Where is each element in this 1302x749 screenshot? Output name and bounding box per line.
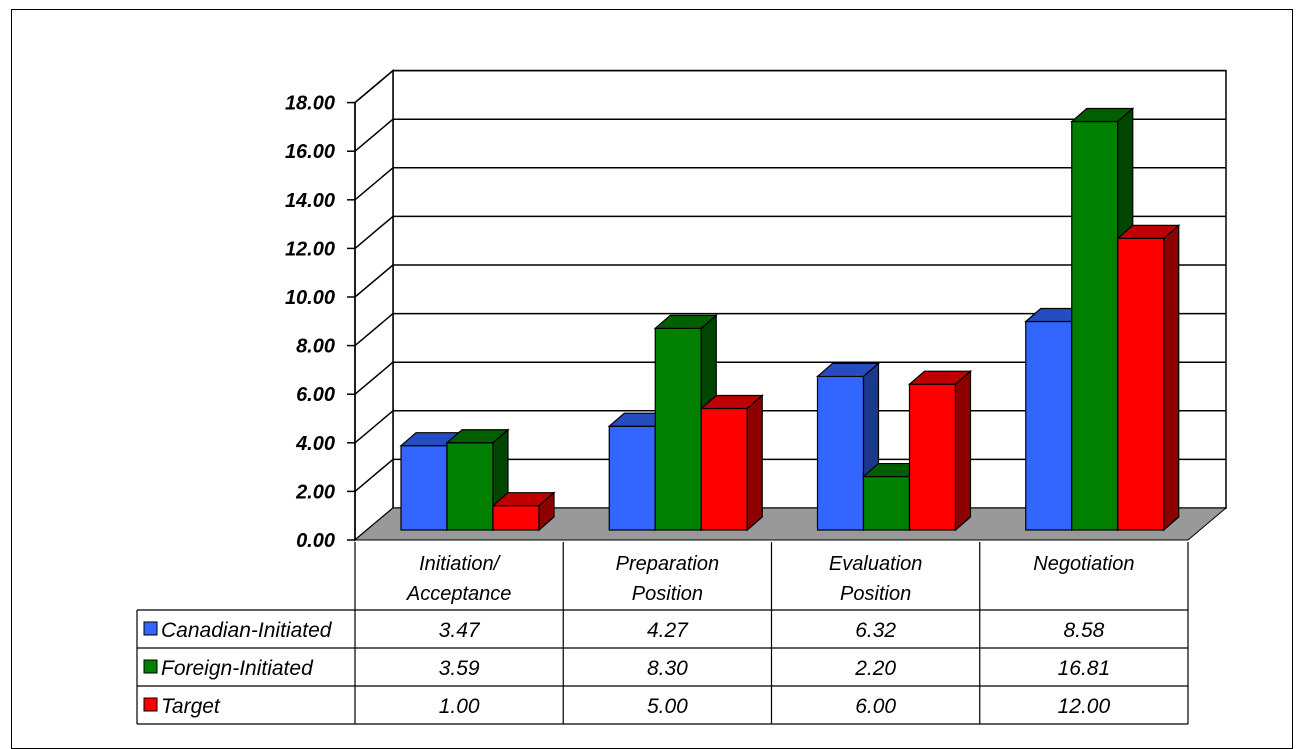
category-label: Position: [840, 583, 911, 605]
category-label: Negotiation: [1033, 553, 1134, 575]
data-label: 6.00: [855, 695, 896, 718]
y-tick-label: 16.00: [285, 141, 335, 163]
y-tick-label: 6.00: [296, 384, 335, 406]
data-label: 16.81: [1058, 657, 1111, 680]
bar-canadian-initiated-2: [816, 375, 865, 531]
gridline-side: [354, 118, 394, 152]
y-tick-label: 8.00: [296, 336, 335, 358]
data-label: 1.00: [439, 695, 480, 718]
gridline-side: [354, 167, 394, 201]
category-label: Acceptance: [406, 583, 512, 605]
gridline-side: [354, 361, 394, 395]
category-label: Initiation/: [419, 553, 501, 575]
data-label: 6.32: [855, 619, 896, 642]
y-axis: 0.00 2.00 4.00 6.00 8.00 10.00 12.00 14.00 16.00…: [285, 93, 356, 552]
bar-side: [1163, 224, 1180, 532]
legend-label: Canadian-Initiated: [161, 619, 333, 642]
bar-target-3: [1117, 237, 1165, 531]
bar-target-1: [700, 407, 748, 531]
gridline-side: [354, 264, 394, 298]
bar-canadian-initiated-1: [608, 425, 656, 531]
y-tick-label: 10.00: [285, 287, 335, 309]
y-tick-label: 14.00: [285, 190, 335, 212]
category-label: Preparation: [616, 553, 719, 575]
bar-side: [954, 369, 972, 532]
bar-chart-3d: 0.00 2.00 4.00 6.00 8.00 10.00 12.00 14.00 16.00…: [136, 68, 1228, 725]
gridline-side: [354, 70, 394, 104]
legend-label: Target: [161, 695, 221, 718]
y-tick-label: 2.00: [295, 481, 335, 503]
bar-side: [538, 491, 555, 532]
data-label: 8.58: [1063, 619, 1104, 642]
data-label: 4.27: [647, 619, 689, 642]
category-label: Position: [632, 583, 703, 605]
bar-foreign-initiated-3: [1071, 120, 1119, 531]
bar-foreign-initiated-0: [446, 442, 494, 531]
data-label: 12.00: [1058, 695, 1111, 718]
legend-swatch: [143, 697, 158, 712]
chart-frame: 0.00 2.00 4.00 6.00 8.00 10.00 12.00 14.00 16.00…: [11, 9, 1293, 749]
data-label: 2.20: [854, 657, 896, 680]
bar-target-2: [908, 383, 957, 531]
bar-target-0: [492, 505, 540, 531]
data-label: 3.59: [439, 657, 480, 680]
gridline-side: [354, 313, 394, 347]
data-label: 8.30: [647, 657, 688, 680]
bars: [399, 107, 1181, 532]
bar-foreign-initiated-2: [862, 475, 911, 531]
bar-foreign-initiated-1: [654, 327, 702, 531]
gridline-side: [354, 215, 394, 249]
side-wall: [354, 68, 394, 542]
data-table: Initiation/Acceptance Preparation Position…: [136, 542, 1189, 725]
y-tick-label: 0.00: [296, 530, 335, 552]
y-tick-label: 12.00: [285, 238, 335, 260]
category-label: Evaluation: [829, 553, 922, 575]
legend-swatch: [143, 659, 158, 674]
bar-side: [746, 394, 763, 532]
bar-canadian-initiated-3: [1025, 320, 1073, 531]
gridline-side: [354, 458, 394, 492]
bar-canadian-initiated-0: [400, 445, 448, 531]
gridline-side: [354, 410, 394, 444]
y-tick-label: 18.00: [285, 93, 335, 115]
chart-floor: [353, 507, 1228, 541]
y-tick-label: 4.00: [295, 433, 335, 455]
legend-label: Foreign-Initiated: [161, 657, 314, 680]
data-label: 3.47: [439, 619, 481, 642]
legend-swatch: [143, 621, 158, 636]
data-label: 5.00: [647, 695, 688, 718]
